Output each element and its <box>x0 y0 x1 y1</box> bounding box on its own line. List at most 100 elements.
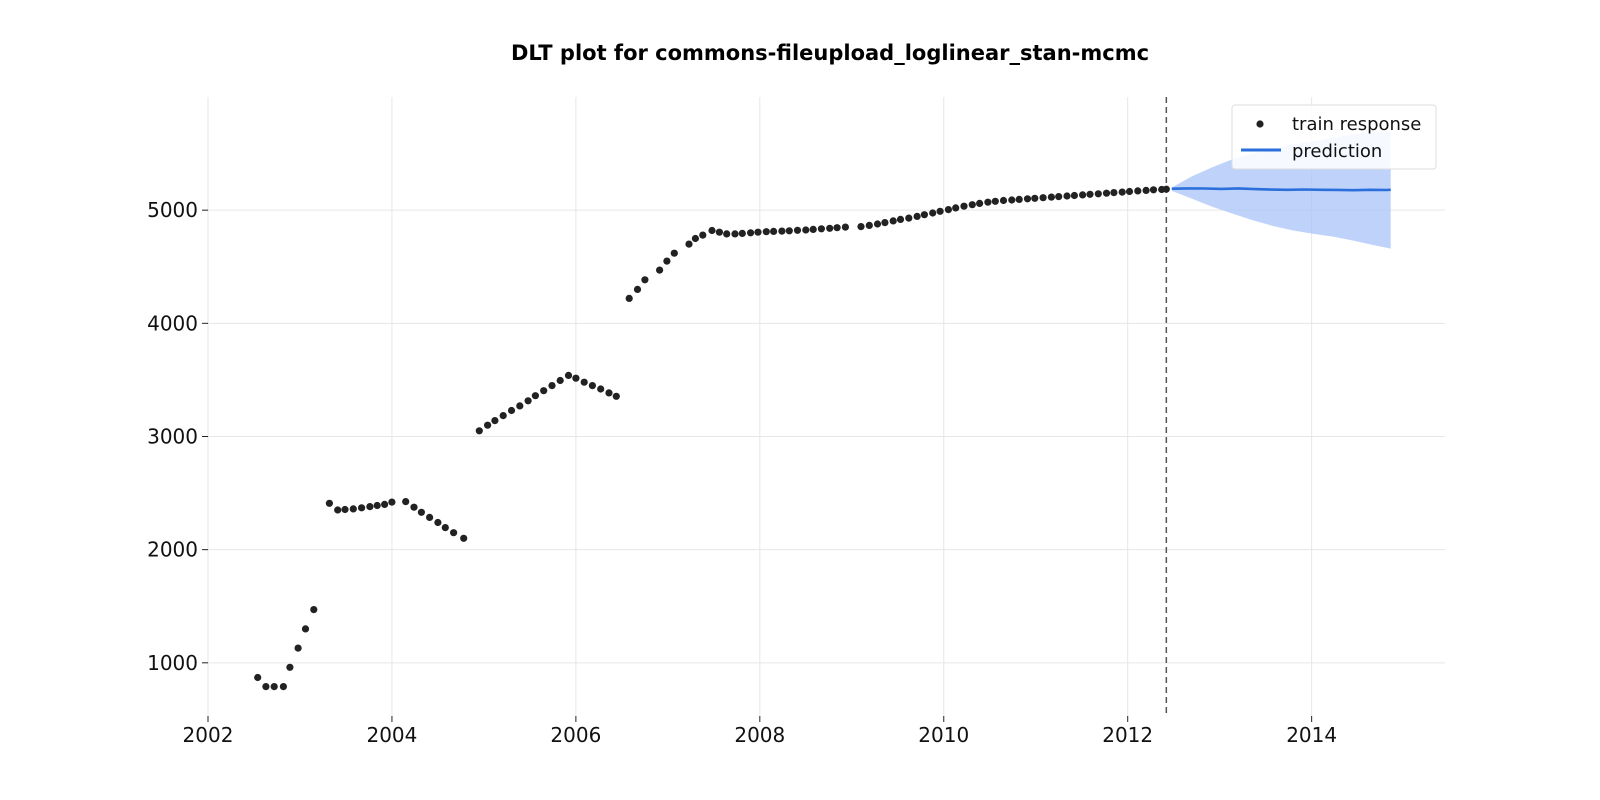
x-tick-label: 2010 <box>918 723 969 747</box>
x-tick-label: 2006 <box>550 723 601 747</box>
train-response-point <box>1094 190 1102 198</box>
train-response-point <box>605 389 613 397</box>
train-response-point <box>410 503 418 511</box>
train-response-point <box>809 225 817 233</box>
train-response-point <box>286 663 294 671</box>
train-response-point <box>826 224 834 232</box>
train-response-point <box>656 266 664 274</box>
chart-title: DLT plot for commons-fileupload_loglinea… <box>511 41 1149 65</box>
prediction-line <box>1171 187 1391 192</box>
train-response-point <box>857 223 865 231</box>
train-response-point <box>731 230 739 238</box>
train-response-point <box>524 397 532 405</box>
train-response-point <box>785 227 793 235</box>
train-response-point <box>341 505 349 514</box>
train-response-point <box>270 683 278 691</box>
train-response-point <box>564 371 573 379</box>
train-response-point <box>580 378 588 386</box>
train-response-point <box>976 199 984 207</box>
train-response-point <box>873 220 882 228</box>
legend-label-prediction: prediction <box>1292 141 1382 162</box>
train-response-point <box>1142 186 1150 194</box>
train-response-point <box>944 206 953 214</box>
y-tick-label: 5000 <box>147 198 198 222</box>
train-response-point <box>715 228 724 236</box>
train-response-point <box>1070 191 1078 200</box>
train-response-point <box>548 382 556 390</box>
train-response-point <box>475 427 483 435</box>
train-response-point <box>817 225 826 233</box>
train-response-point <box>254 673 262 682</box>
train-response-point <box>881 219 889 227</box>
train-response-point <box>1079 191 1087 199</box>
train-response-point <box>984 198 992 206</box>
train-response-point <box>1162 185 1170 193</box>
axis-ticks: 2002 2004 2006 2008 2010 2012 2014 1000 2000 3000… <box>147 198 1337 747</box>
train-response-point <box>1063 192 1071 200</box>
train-response-point <box>1086 190 1094 198</box>
train-response-point <box>1110 189 1118 197</box>
train-response-point <box>708 226 716 235</box>
train-response-point <box>968 201 976 209</box>
train-response-point <box>936 207 944 215</box>
train-response-point <box>507 406 516 415</box>
train-response-point <box>417 508 425 516</box>
train-response-point <box>572 374 580 382</box>
train-response-point <box>699 231 707 239</box>
x-tick-label: 2004 <box>366 723 417 747</box>
train-response-point <box>625 294 633 302</box>
train-response-point <box>556 376 564 385</box>
train-response-point <box>310 606 318 614</box>
train-response-point <box>1125 187 1134 196</box>
y-tick-label: 3000 <box>147 424 198 448</box>
train-response-point <box>793 226 802 234</box>
train-response-point <box>358 504 366 512</box>
train-response-point <box>1134 187 1142 195</box>
legend-label-train-response: train response <box>1292 114 1421 135</box>
x-tick-label: 2012 <box>1102 723 1153 747</box>
train-response-point <box>905 214 913 222</box>
train-response-point <box>450 529 458 537</box>
train-response-point <box>920 211 929 219</box>
train-response-point <box>531 392 540 400</box>
prediction-line-group <box>1171 187 1391 192</box>
train-response-point <box>778 227 786 235</box>
train-response-point <box>833 224 841 232</box>
y-tick-label: 1000 <box>147 651 198 675</box>
train-response-point <box>991 197 999 205</box>
train-response-point <box>670 249 678 257</box>
train-response-point <box>663 257 671 265</box>
train-response-point <box>723 230 731 238</box>
legend-box <box>1231 104 1437 170</box>
train-response-point <box>1008 196 1016 204</box>
x-tick-label: 2014 <box>1286 723 1337 747</box>
train-response-point <box>999 196 1008 205</box>
train-response-point <box>1047 193 1055 201</box>
train-response-point <box>691 234 700 243</box>
train-response-point <box>1118 188 1126 196</box>
train-response-point <box>540 387 548 395</box>
train-response-point <box>491 417 499 425</box>
train-response-point <box>841 223 850 231</box>
train-response-point <box>802 226 810 234</box>
train-response-point <box>1039 194 1047 202</box>
grid <box>207 97 1445 716</box>
train-response-point <box>388 498 396 506</box>
train-response-point <box>1102 189 1111 197</box>
train-response-point <box>865 221 873 229</box>
train-response-point <box>402 498 410 506</box>
train-response-point <box>325 499 333 507</box>
train-response-point <box>896 215 905 223</box>
train-response-point <box>770 227 778 235</box>
train-response-point <box>262 683 270 691</box>
train-response-point <box>373 501 381 510</box>
train-response-point <box>441 524 449 532</box>
train-response-point <box>641 276 649 284</box>
train-response-point <box>952 204 960 212</box>
train-response-point <box>1031 194 1039 202</box>
train-response-point <box>434 518 442 527</box>
train-response-point <box>460 534 468 542</box>
train-response-point <box>499 412 507 420</box>
train-response-point <box>913 212 921 220</box>
